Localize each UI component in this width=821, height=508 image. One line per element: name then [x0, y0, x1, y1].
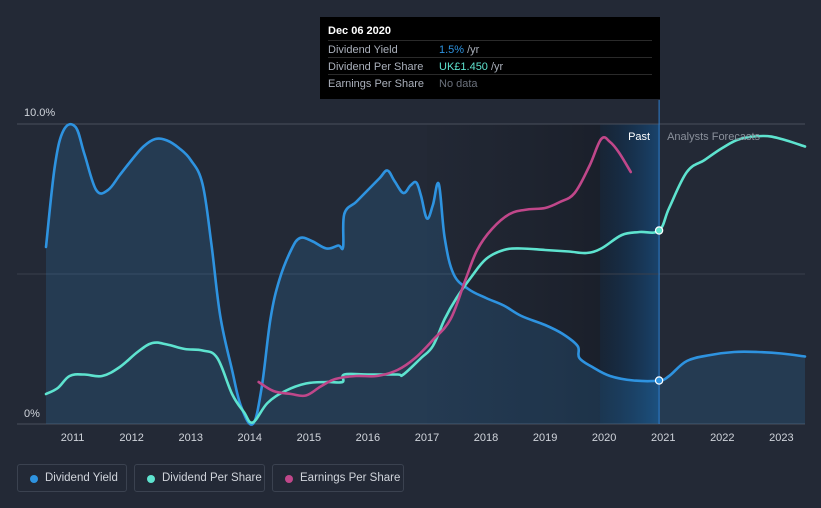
y-tick-label: 10.0% — [24, 107, 55, 119]
marker-dividend-yield — [654, 376, 664, 385]
x-tick-label: 2011 — [61, 432, 85, 444]
legend-label: Earnings Per Share — [300, 472, 401, 484]
tooltip-label: Dividend Per Share — [328, 61, 424, 73]
x-tick-label: 2014 — [238, 432, 262, 444]
dividend-yield-area — [46, 124, 805, 425]
x-tick-label: 2023 — [769, 432, 793, 444]
legend-label: Dividend Per Share — [162, 472, 262, 484]
tooltip: Dec 06 2020 Dividend Yield 1.5%/yr Divid… — [320, 17, 660, 99]
legend-dot-icon — [285, 475, 293, 483]
forecast-label: Analysts Forecasts — [667, 131, 760, 143]
x-tick-label: 2021 — [651, 432, 675, 444]
tooltip-value-earnings-per-share: No data — [439, 78, 478, 90]
tooltip-row-earnings-per-share: Earnings Per Share No data — [328, 74, 652, 92]
legend-label: Dividend Yield — [45, 472, 118, 484]
tooltip-label: Dividend Yield — [328, 44, 398, 56]
legend-dot-icon — [30, 475, 38, 483]
legend-dot-icon — [147, 475, 155, 483]
tooltip-value-dividend-per-share: UK£1.450/yr — [439, 61, 504, 73]
legend-dividend-per-share[interactable]: Dividend Per Share — [134, 464, 265, 492]
legend-dividend-yield[interactable]: Dividend Yield — [17, 464, 127, 492]
marker-dividend-per-share — [654, 226, 664, 235]
legend-earnings-per-share[interactable]: Earnings Per Share — [272, 464, 404, 492]
x-tick-label: 2016 — [356, 432, 380, 444]
x-tick-label: 2019 — [533, 432, 557, 444]
x-tick-label: 2012 — [119, 432, 143, 444]
x-tick-label: 2013 — [178, 432, 202, 444]
x-tick-label: 2020 — [592, 432, 616, 444]
x-tick-label: 2017 — [415, 432, 439, 444]
tooltip-row-dividend-yield: Dividend Yield 1.5%/yr — [328, 40, 652, 58]
dividend-yield-line — [44, 122, 807, 426]
earnings-per-share-line — [257, 136, 633, 398]
dividend-per-share-line — [44, 134, 807, 425]
tooltip-label: Earnings Per Share — [328, 78, 424, 90]
tooltip-row-dividend-per-share: Dividend Per Share UK£1.450/yr — [328, 57, 652, 75]
tooltip-date: Dec 06 2020 — [328, 25, 391, 37]
y-tick-label: 0% — [24, 408, 40, 420]
x-tick-label: 2022 — [710, 432, 734, 444]
past-label: Past — [628, 131, 650, 143]
x-tick-label: 2015 — [297, 432, 321, 444]
tooltip-value-dividend-yield: 1.5%/yr — [439, 44, 480, 56]
x-tick-label: 2018 — [474, 432, 498, 444]
